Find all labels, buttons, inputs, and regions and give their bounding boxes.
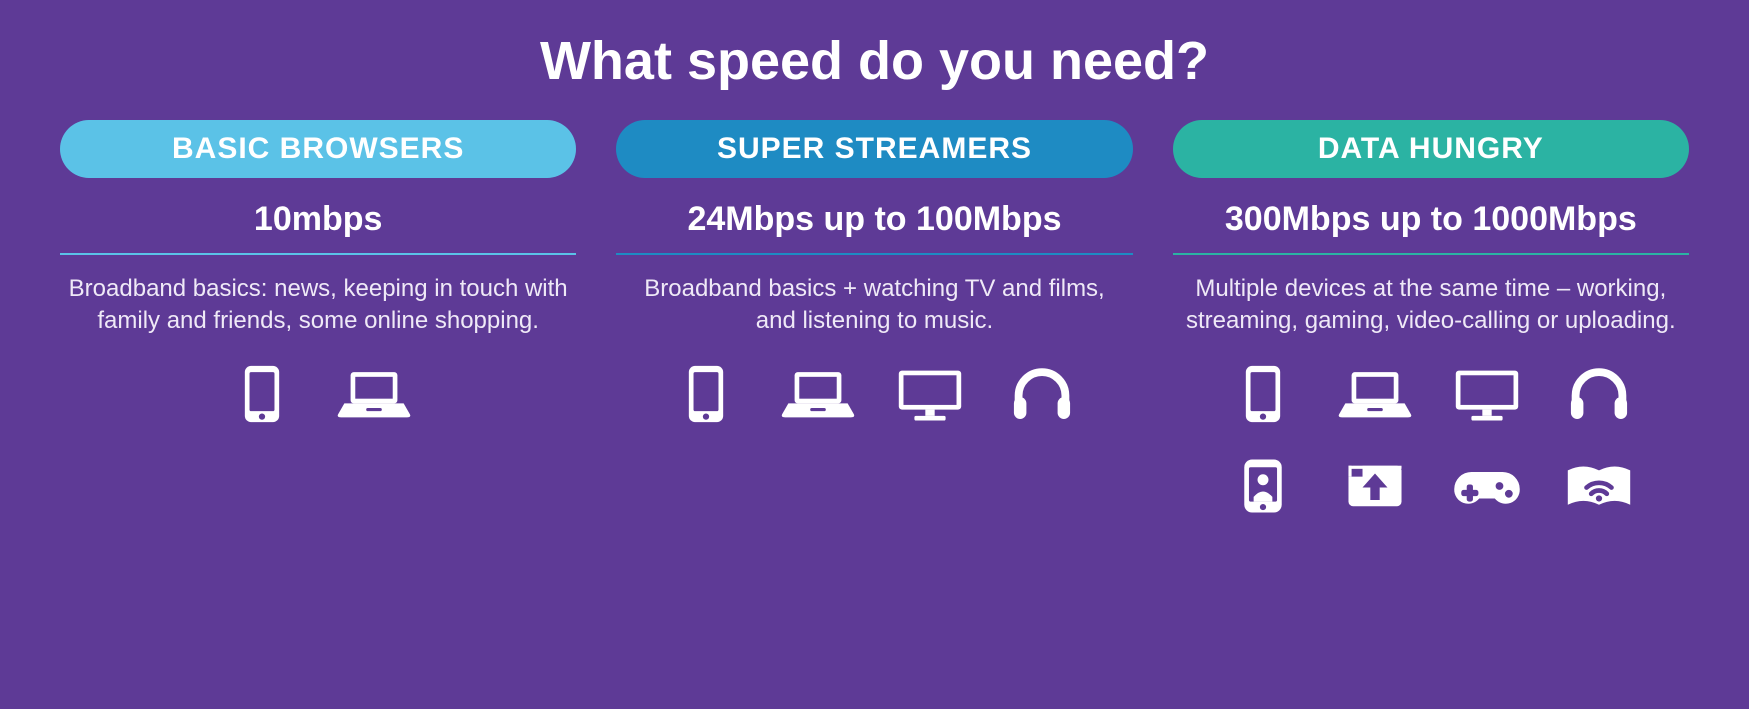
headphones-icon: [1003, 362, 1081, 426]
desc-hungry: Multiple devices at the same time – work…: [1173, 273, 1689, 338]
infographic-container: What speed do you need? BASIC BROWSERS 1…: [0, 0, 1749, 709]
video-call-icon: [1224, 454, 1302, 518]
tv-icon: [1448, 362, 1526, 426]
wifi-book-icon: [1560, 454, 1638, 518]
column-hungry: DATA HUNGRY 300Mbps up to 1000Mbps Multi…: [1173, 120, 1689, 518]
speed-hungry: 300Mbps up to 1000Mbps: [1173, 200, 1689, 255]
gamepad-icon: [1448, 454, 1526, 518]
pill-basic: BASIC BROWSERS: [60, 120, 576, 178]
desc-basic: Broadband basics: news, keeping in touch…: [60, 273, 576, 338]
pill-hungry: DATA HUNGRY: [1173, 120, 1689, 178]
tablet-icon: [1224, 362, 1302, 426]
upload-icon: [1336, 454, 1414, 518]
columns-row: BASIC BROWSERS 10mbps Broadband basics: …: [60, 120, 1689, 518]
headphones-icon: [1560, 362, 1638, 426]
speed-basic: 10mbps: [60, 200, 576, 255]
column-basic: BASIC BROWSERS 10mbps Broadband basics: …: [60, 120, 576, 518]
laptop-icon: [779, 362, 857, 426]
tablet-icon: [223, 362, 301, 426]
tablet-icon: [667, 362, 745, 426]
desc-super: Broadband basics + watching TV and films…: [616, 273, 1132, 338]
icons-basic: [88, 362, 548, 426]
laptop-icon: [1336, 362, 1414, 426]
speed-super: 24Mbps up to 100Mbps: [616, 200, 1132, 255]
tv-icon: [891, 362, 969, 426]
pill-super: SUPER STREAMERS: [616, 120, 1132, 178]
laptop-icon: [335, 362, 413, 426]
main-title: What speed do you need?: [60, 30, 1689, 92]
icons-hungry: [1201, 362, 1661, 518]
column-super: SUPER STREAMERS 24Mbps up to 100Mbps Bro…: [616, 120, 1132, 518]
icons-super: [644, 362, 1104, 426]
